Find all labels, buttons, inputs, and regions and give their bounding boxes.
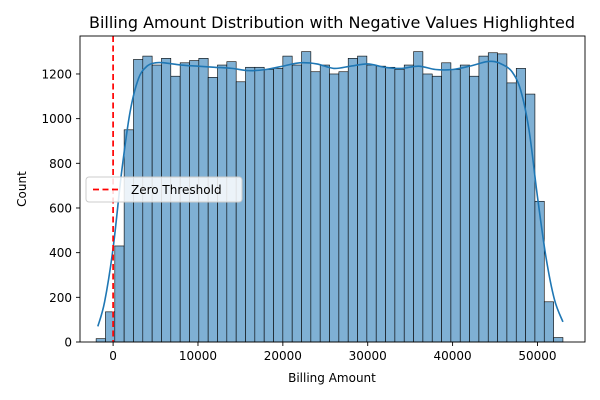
- y-tick-label: 0: [64, 336, 72, 350]
- plot-frame: [79, 35, 586, 343]
- histogram-bar: [114, 245, 125, 343]
- histogram-bar: [478, 55, 489, 343]
- histogram-bar: [487, 52, 498, 343]
- histogram-bar: [366, 64, 377, 343]
- histogram-bar: [301, 51, 312, 343]
- kde-curve: [97, 60, 564, 327]
- x-tick-label: 10000: [179, 349, 217, 363]
- histogram-bar: [357, 55, 368, 343]
- y-tick-label: 600: [49, 201, 72, 215]
- histogram-bar: [469, 75, 480, 343]
- legend-label-zero-threshold: Zero Threshold: [131, 183, 222, 197]
- histogram-bar: [553, 337, 564, 343]
- y-tick-label: 200: [49, 291, 72, 305]
- histogram-bar: [413, 51, 424, 343]
- histogram-bar: [394, 69, 405, 343]
- histogram-bar: [450, 69, 461, 343]
- legend-box: [85, 176, 243, 203]
- histogram-bar: [347, 58, 358, 343]
- histogram-bar: [329, 73, 340, 343]
- histogram-bar: [375, 65, 386, 343]
- histogram-bar: [459, 64, 470, 343]
- histogram-bar: [235, 81, 246, 343]
- histogram-bar: [506, 82, 517, 343]
- x-tick-label: 0: [109, 349, 117, 363]
- bars-group: [95, 51, 564, 343]
- histogram-bar: [263, 69, 274, 343]
- y-axis-label: Count: [15, 171, 29, 207]
- y-axis-ticks: 0 200 400 600 800 1000 1200: [41, 67, 80, 350]
- x-tick-label: 20000: [264, 349, 302, 363]
- histogram-bar: [207, 77, 218, 343]
- y-tick-label: 1200: [41, 67, 72, 81]
- histogram-bar: [245, 66, 256, 343]
- histogram-bar: [431, 75, 442, 343]
- histogram-bar: [525, 93, 536, 343]
- chart-title: Billing Amount Distribution with Negativ…: [89, 13, 575, 32]
- histogram-bar: [319, 64, 330, 343]
- histogram-bar: [310, 71, 321, 343]
- histogram-bar: [534, 200, 545, 343]
- histogram-bar: [515, 68, 526, 343]
- histogram-bar: [497, 53, 508, 343]
- x-axis-ticks: 0 10000 20000 30000 40000 50000: [109, 342, 557, 363]
- histogram-bar: [217, 64, 228, 343]
- histogram-bar: [422, 73, 433, 343]
- y-tick-label: 800: [49, 157, 72, 171]
- x-axis-label: Billing Amount: [288, 371, 376, 385]
- histogram-bar: [170, 75, 181, 343]
- histogram-bar: [403, 64, 414, 343]
- histogram-bar: [123, 129, 134, 343]
- x-tick-label: 30000: [349, 349, 387, 363]
- histogram-bar: [151, 64, 162, 343]
- histogram-bar: [543, 301, 554, 343]
- histogram-bar: [273, 68, 284, 343]
- histogram-bar: [385, 66, 396, 343]
- histogram-bar: [338, 71, 349, 343]
- x-tick-label: 40000: [434, 349, 472, 363]
- histogram-bar: [291, 64, 302, 343]
- legend: Zero Threshold: [85, 176, 243, 203]
- histogram-bar: [95, 338, 106, 343]
- x-tick-label: 50000: [518, 349, 556, 363]
- y-tick-label: 400: [49, 246, 72, 260]
- histogram-bar: [282, 55, 293, 343]
- histogram-bar: [441, 62, 452, 343]
- histogram-bar: [254, 66, 265, 343]
- y-tick-label: 1000: [41, 112, 72, 126]
